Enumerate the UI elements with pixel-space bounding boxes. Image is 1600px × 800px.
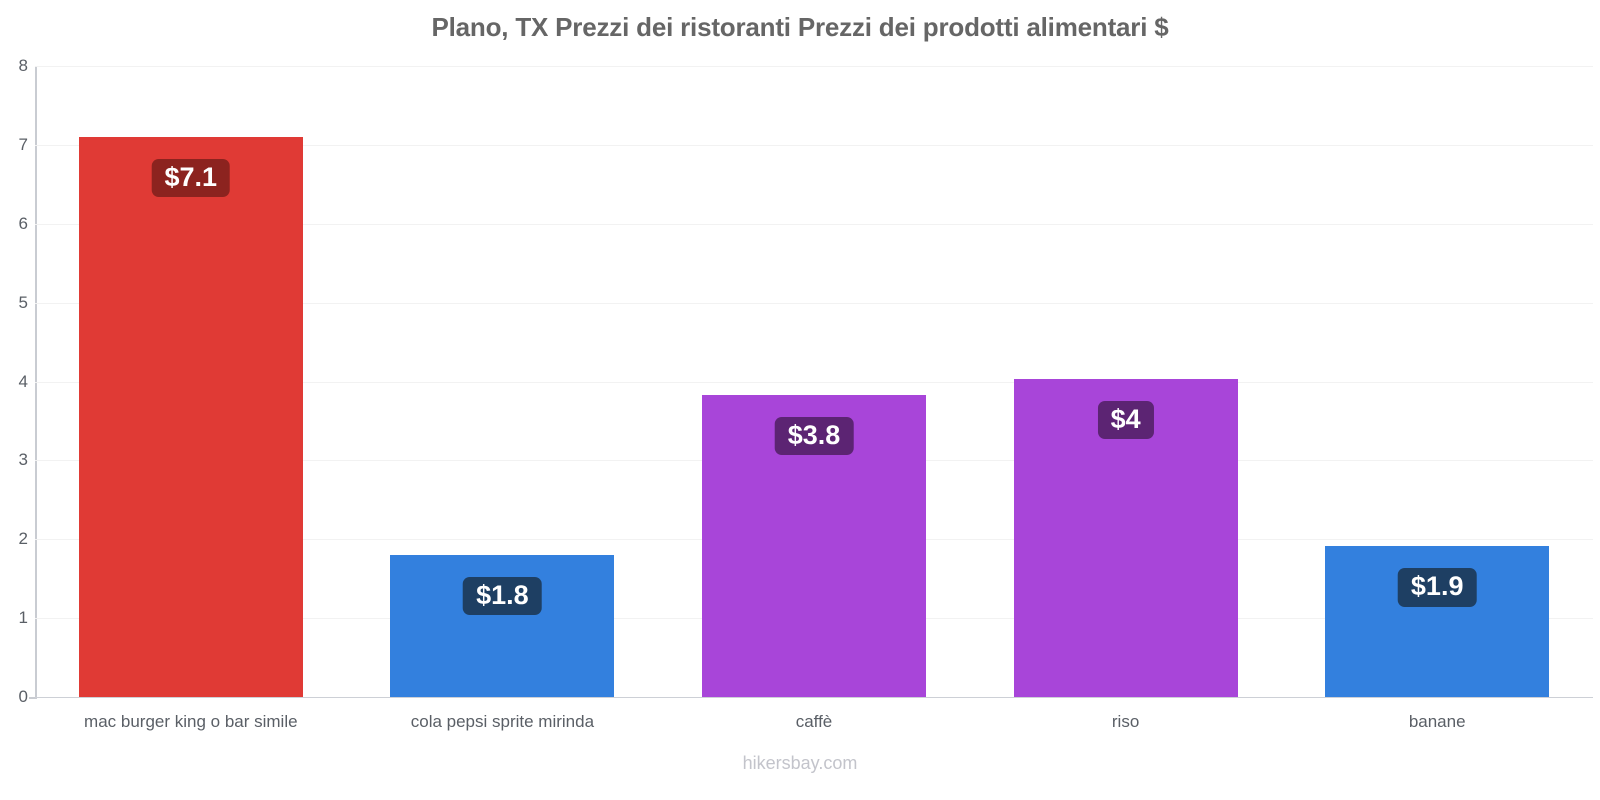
gridline xyxy=(35,66,1593,67)
x-axis-label: cola pepsi sprite mirinda xyxy=(410,712,595,731)
x-axis-category-labels: mac burger king o bar simile cola pepsi s… xyxy=(35,712,1593,742)
bar[interactable]: $7.1 xyxy=(78,137,303,697)
y-axis-tick-label: 0 xyxy=(18,687,28,706)
bar-slot: $3.8 xyxy=(658,66,970,697)
y-axis-tick-label: 2 xyxy=(18,529,28,549)
bar-slot: $7.1 xyxy=(35,66,347,697)
footer-credit: hikersbay.com xyxy=(742,753,858,773)
bar-value-label: $3.8 xyxy=(774,416,854,456)
y-axis-tick-label: 5 xyxy=(18,292,28,312)
bar-value-label: $1.8 xyxy=(463,577,542,616)
y-axis-tick-label: 4 xyxy=(18,371,28,391)
bar[interactable]: $1.8 xyxy=(390,555,615,697)
gridline xyxy=(35,302,1593,304)
bar-slot: $1.9 xyxy=(1281,66,1593,697)
gridline xyxy=(35,144,1593,146)
y-axis-tick-label: 8 xyxy=(18,56,28,75)
bar-slot: $4 xyxy=(970,66,1282,697)
x-axis-label: mac burger king o bar simile xyxy=(84,712,298,731)
chart-title: Plano, TX Prezzi dei ristoranti Prezzi d… xyxy=(431,12,1169,42)
bar-slot: $1.8 xyxy=(347,66,659,697)
y-axis-line xyxy=(35,66,37,699)
gridline xyxy=(35,223,1593,225)
y-axis-tick-label: 6 xyxy=(18,213,28,233)
y-axis-tick-labels: 0 1 2 3 4 5 6 7 8 xyxy=(0,56,28,706)
bar[interactable]: $4 xyxy=(1013,379,1238,697)
bar[interactable]: $3.8 xyxy=(701,394,926,697)
bar-value-label: $7.1 xyxy=(151,159,231,198)
x-axis-label: banane xyxy=(1408,712,1466,731)
plot-area: $7.1 $1.8 $3.8 $4 $1.9 xyxy=(35,66,1593,698)
bar-value-label: $1.9 xyxy=(1397,568,1477,607)
y-axis-tick-label: 7 xyxy=(18,134,28,154)
gridline xyxy=(35,697,1593,698)
x-axis-label: caffè xyxy=(795,712,833,731)
bar-value-label: $4 xyxy=(1097,401,1154,440)
gridline xyxy=(35,381,1593,383)
y-axis-origin-tick xyxy=(29,697,37,699)
x-axis-label: riso xyxy=(1111,712,1140,731)
y-axis-tick-label: 3 xyxy=(18,450,28,470)
bar[interactable]: $1.9 xyxy=(1325,546,1550,697)
y-axis-tick-label: 1 xyxy=(18,608,28,628)
